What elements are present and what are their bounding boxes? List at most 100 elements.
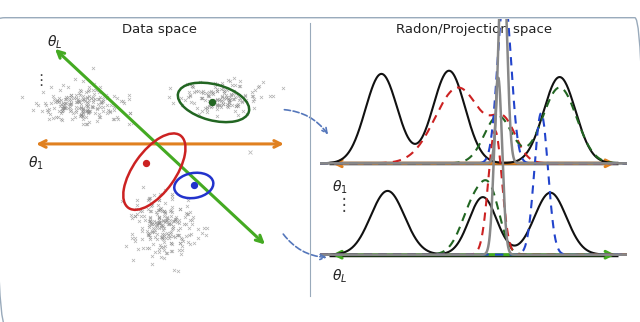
Point <box>237 109 248 114</box>
Point <box>76 88 86 93</box>
Point <box>126 231 136 236</box>
Point <box>173 269 184 274</box>
Point <box>56 98 66 103</box>
Point <box>94 90 104 95</box>
Point <box>159 233 170 238</box>
Point <box>167 194 177 199</box>
Point <box>81 122 91 127</box>
Point <box>83 104 93 109</box>
Point <box>202 226 212 231</box>
Point <box>234 97 244 102</box>
Point <box>196 89 206 94</box>
Point <box>151 224 161 229</box>
Point <box>183 95 193 100</box>
Point <box>156 234 166 240</box>
Point <box>224 99 234 104</box>
Point <box>76 112 86 118</box>
Point <box>211 102 221 108</box>
Point <box>175 240 186 245</box>
Point <box>181 222 191 227</box>
Point <box>81 121 92 126</box>
Point <box>76 113 86 118</box>
Point <box>132 247 143 252</box>
Point <box>83 109 93 114</box>
Point <box>229 108 239 113</box>
Point <box>154 225 164 230</box>
Point <box>63 94 73 99</box>
Point <box>158 224 168 229</box>
Point <box>217 80 227 86</box>
Point <box>79 96 89 101</box>
Point <box>116 99 126 104</box>
Point <box>161 251 171 256</box>
Point <box>162 231 172 236</box>
Point <box>76 111 86 117</box>
Point <box>74 99 84 104</box>
Point <box>218 85 228 90</box>
Point <box>131 207 141 212</box>
Point <box>208 91 218 96</box>
Point <box>182 212 193 217</box>
Point <box>176 251 186 256</box>
Point <box>54 98 64 103</box>
Point <box>223 98 234 103</box>
Point <box>159 210 170 215</box>
Point <box>159 239 169 244</box>
Point <box>69 95 79 100</box>
Point <box>204 90 214 95</box>
Point <box>211 113 221 118</box>
Point <box>218 101 228 107</box>
Point <box>145 218 155 223</box>
Point <box>175 207 185 212</box>
Point <box>168 196 178 202</box>
Point <box>227 102 237 108</box>
Point <box>174 247 184 252</box>
Point <box>134 219 145 224</box>
Point <box>136 229 147 234</box>
Point <box>208 89 218 94</box>
Point <box>83 109 93 115</box>
Point <box>162 215 172 220</box>
Point <box>130 236 140 241</box>
Point <box>127 235 137 240</box>
Point <box>37 90 47 95</box>
Point <box>88 65 98 71</box>
Point <box>124 121 134 127</box>
Point <box>60 96 70 101</box>
Point <box>169 218 179 223</box>
Point <box>165 218 175 223</box>
Point <box>160 187 170 192</box>
Point <box>77 114 88 119</box>
Point <box>59 101 69 106</box>
Point <box>145 216 155 221</box>
Point <box>187 83 197 88</box>
Point <box>58 104 68 109</box>
Point <box>129 258 139 263</box>
Point <box>72 100 82 105</box>
Point <box>108 116 118 121</box>
Point <box>202 105 212 110</box>
Point <box>205 88 216 93</box>
Point <box>64 101 74 107</box>
Point <box>204 94 214 99</box>
Point <box>195 80 205 85</box>
Point <box>193 111 204 116</box>
Point <box>55 103 65 108</box>
Point <box>109 93 119 99</box>
Point <box>72 99 83 104</box>
Point <box>71 96 81 101</box>
Text: Radon/Projection space: Radon/Projection space <box>396 24 552 36</box>
Point <box>154 250 164 255</box>
Point <box>130 213 140 218</box>
Point <box>94 115 104 120</box>
Point <box>97 96 108 101</box>
Point <box>177 103 187 108</box>
Point <box>77 106 88 111</box>
Point <box>61 94 72 99</box>
Point <box>88 98 98 103</box>
Point <box>223 77 233 82</box>
Point <box>57 106 67 111</box>
Point <box>246 94 257 99</box>
Point <box>177 237 188 242</box>
Point <box>116 199 127 204</box>
